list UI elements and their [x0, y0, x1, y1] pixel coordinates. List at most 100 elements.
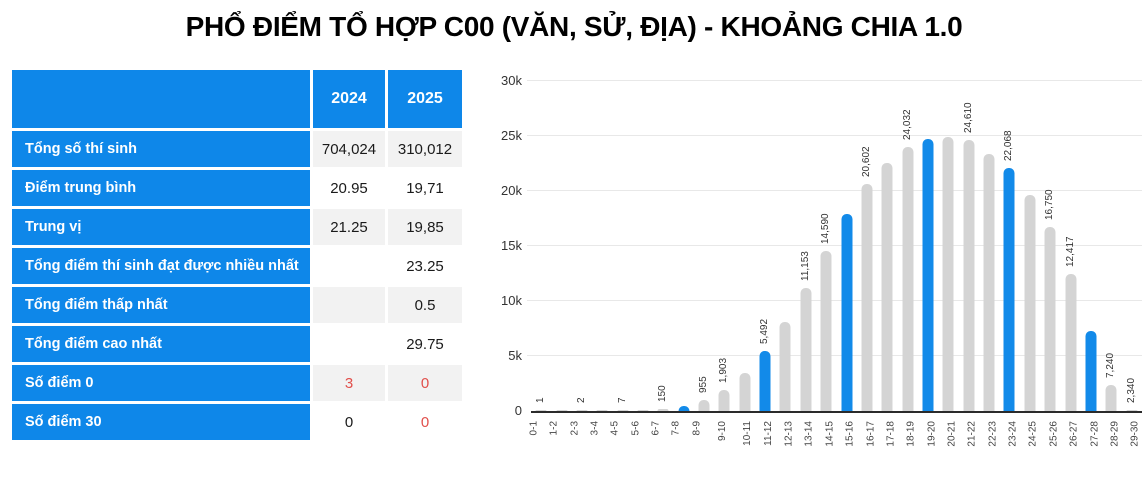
value-cell-2024: 0: [313, 404, 385, 440]
bar-3-4: [596, 410, 608, 411]
y-tick-label-25k: 25k: [501, 128, 522, 143]
column-header-2024: 2024: [313, 70, 385, 128]
x-tick-label-29-30: 29-30: [1129, 421, 1141, 447]
y-tick-label-5k: 5k: [508, 348, 522, 363]
bar-4-5: [617, 410, 629, 411]
bar-20-21: [942, 137, 954, 411]
bar-0-1: [535, 410, 547, 411]
bar-22-23: [983, 154, 995, 411]
bar-slot-26-27: 12,417 26-27: [1060, 81, 1080, 446]
bar-value-label-25-26: 16,750: [1044, 189, 1056, 220]
value-cell-2024: 704,024: [313, 131, 385, 167]
x-tick-label-27-28: 27-28: [1089, 421, 1101, 447]
bar-12-13: [779, 322, 791, 411]
x-tick-label-17-18: 17-18: [885, 421, 897, 447]
x-tick-label-25-26: 25-26: [1048, 421, 1060, 447]
y-tick-label-10k: 10k: [501, 293, 522, 308]
x-tick-label-13-14: 13-14: [804, 421, 816, 447]
y-tick-label-15k: 15k: [501, 238, 522, 253]
x-tick-label-3-4: 3-4: [589, 421, 601, 436]
histogram-plot: 1 0-1 1-2 2 2-3 3-4 7 4-5 5-6 150 6-7 7-8 955 8-9 1,90…: [527, 80, 1142, 447]
bar-slot-7-8: 7-8: [671, 81, 694, 435]
value-cell-2025: 0: [388, 365, 462, 401]
value-cell-2024: 21.25: [313, 209, 385, 245]
gridline-20k: [527, 190, 1142, 191]
bar-27-28: [1085, 331, 1097, 411]
bar-slot-14-15: 14,590 14-15: [816, 81, 836, 446]
bar-slot-24-25: 24-25: [1020, 81, 1040, 447]
y-axis: 0 5k 10k 15k 20k 25k 30k: [488, 73, 522, 418]
bar-14-15: [820, 251, 832, 411]
value-cell-2024: [313, 326, 385, 362]
bar-slot-4-5: 7 4-5: [610, 81, 632, 435]
bar-10-11: [739, 373, 751, 411]
row-label: Điểm trung bình: [12, 170, 310, 206]
bar-slot-12-13: 12-13: [775, 81, 795, 447]
bar-value-label-8-9: 955: [698, 376, 710, 393]
row-label: Số điểm 30: [12, 404, 310, 440]
bar-slot-29-30: 2,340 29-30: [1121, 81, 1141, 447]
bar-value-label-28-29: 7,240: [1105, 352, 1117, 378]
bar-2-3: [576, 410, 588, 411]
row-label: Trung vị: [12, 209, 310, 245]
x-tick-label-9-10: 9-10: [717, 421, 729, 442]
bar-value-label-26-27: 12,417: [1064, 236, 1076, 267]
y-tick-label-0: 0: [514, 403, 522, 418]
x-tick-label-7-8: 7-8: [670, 421, 682, 436]
bar-series: 1 0-1 1-2 2 2-3 3-4 7 4-5 5-6 150 6-7 7-8 955 8-9 1,90…: [528, 81, 1142, 447]
y-tick-label-20k: 20k: [501, 183, 522, 198]
x-tick-label-21-22: 21-22: [966, 421, 978, 447]
bar-18-19: [902, 147, 914, 411]
x-tick-label-11-12: 11-12: [762, 421, 774, 446]
x-tick-label-10-11: 10-11: [742, 421, 754, 446]
bar-slot-11-12: 5,492 11-12: [755, 81, 775, 446]
x-tick-label-18-19: 18-19: [905, 421, 917, 447]
bar-value-label-29-30: 2,340: [1125, 377, 1137, 403]
gridline-25k: [527, 135, 1142, 136]
bar-value-label-0-1: 1: [535, 397, 547, 403]
bar-slot-6-7: 150 6-7: [650, 81, 673, 435]
bar-slot-22-23: 22-23: [979, 81, 999, 447]
bar-slot-16-17: 20,602 16-17: [857, 81, 877, 446]
gridline-30k: [527, 80, 1142, 81]
bar-slot-8-9: 955 8-9: [691, 81, 714, 435]
bar-1-2: [556, 410, 568, 411]
bar-slot-1-2: 1-2: [549, 81, 571, 435]
x-tick-label-26-27: 26-27: [1068, 421, 1080, 447]
bar-slot-21-22: 24,610 21-22: [959, 81, 979, 446]
x-tick-label-5-6: 5-6: [630, 421, 642, 436]
bar-value-label-23-24: 22,068: [1003, 130, 1015, 161]
bar-6-7: [657, 409, 669, 411]
value-cell-2025: 23.25: [388, 248, 462, 284]
bar-slot-10-11: 10-11: [735, 81, 755, 446]
bar-slot-15-16: 15-16: [836, 81, 856, 447]
bar-slot-28-29: 7,240 28-29: [1101, 81, 1121, 447]
column-header-2025: 2025: [388, 70, 462, 128]
x-tick-label-12-13: 12-13: [783, 421, 795, 447]
value-cell-2024: [313, 248, 385, 284]
value-cell-2025: 310,012: [388, 131, 462, 167]
bar-value-label-18-19: 24,032: [901, 109, 913, 140]
bar-slot-5-6: 5-6: [630, 81, 653, 435]
x-tick-label-16-17: 16-17: [865, 421, 877, 447]
bar-25-26: [1044, 227, 1056, 411]
table-corner-cell: [12, 70, 310, 128]
row-label: Tổng điểm cao nhất: [12, 326, 310, 362]
bar-value-label-21-22: 24,610: [962, 102, 974, 133]
bar-28-29: [1105, 385, 1117, 411]
value-cell-2025: 0.5: [388, 287, 462, 323]
row-label: Tổng điểm thấp nhất: [12, 287, 310, 323]
bar-9-10: [718, 390, 730, 411]
row-label: Số điểm 0: [12, 365, 310, 401]
x-tick-label-1-2: 1-2: [548, 421, 560, 436]
bar-slot-23-24: 22,068 23-24: [999, 81, 1019, 446]
bar-slot-20-21: 20-21: [938, 81, 958, 447]
bar-slot-0-1: 1 0-1: [528, 81, 551, 435]
x-tick-label-28-29: 28-29: [1109, 421, 1121, 447]
bar-24-25: [1024, 195, 1036, 411]
x-tick-label-2-3: 2-3: [568, 421, 580, 436]
bar-21-22: [963, 140, 975, 411]
value-cell-2025: 0: [388, 404, 462, 440]
bar-slot-2-3: 2 2-3: [569, 81, 592, 435]
